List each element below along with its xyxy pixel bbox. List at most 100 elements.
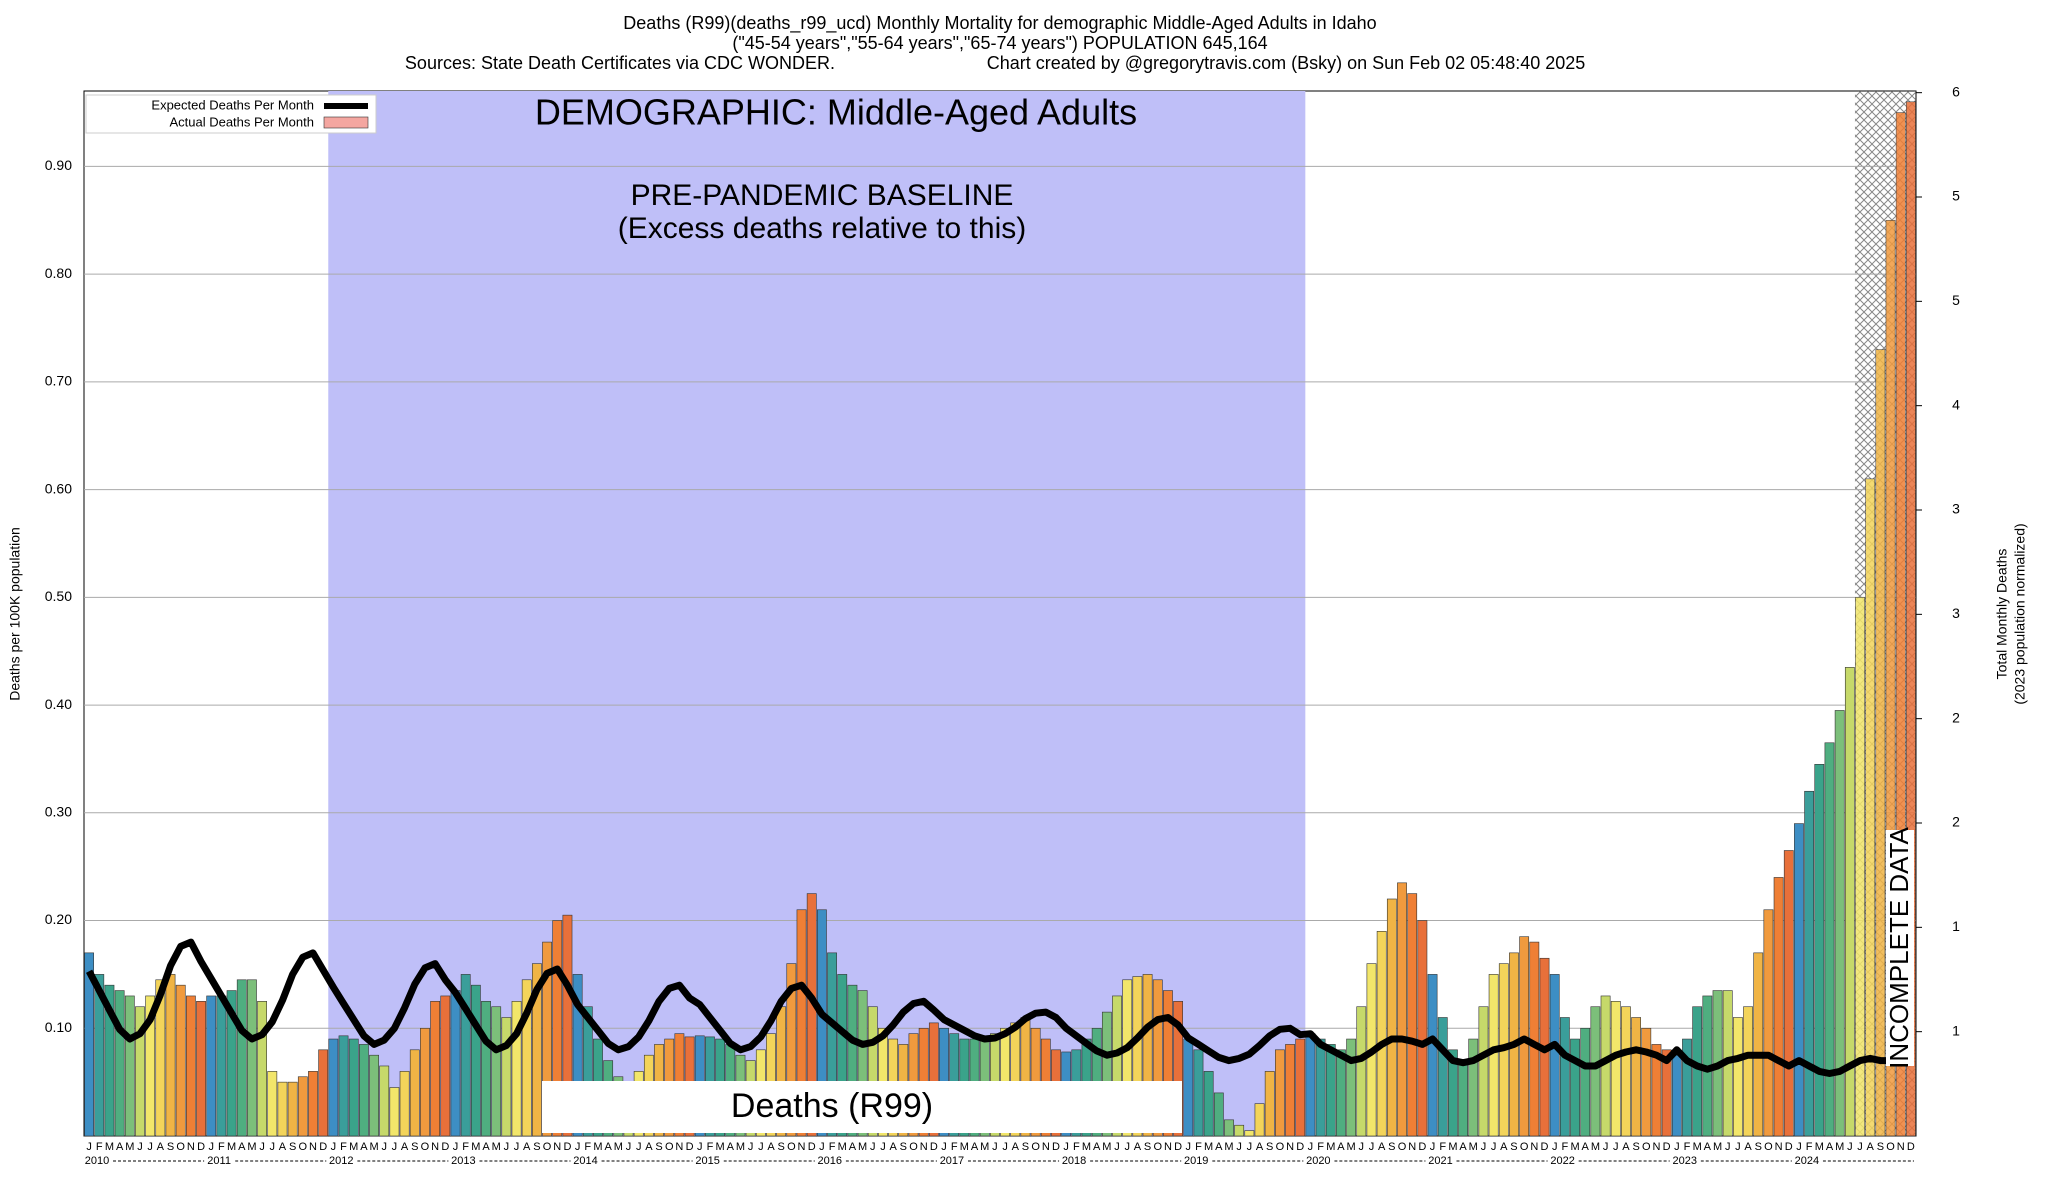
- bar: [369, 1054, 379, 1137]
- x-tick-label: N: [920, 1141, 928, 1153]
- bar: [185, 995, 196, 1137]
- x-tick-label: J: [1674, 1141, 1680, 1153]
- x-tick-label: F: [829, 1141, 836, 1153]
- x-tick-label: J: [758, 1141, 764, 1153]
- annotation: DEMOGRAPHIC: Middle-Aged Adults: [535, 92, 1137, 133]
- y2-tick-label: 4: [1952, 396, 1960, 412]
- bar: [1906, 101, 1916, 1137]
- x-tick-label: M: [858, 1141, 867, 1153]
- x-tick-label: J: [1063, 1141, 1069, 1153]
- x-tick-label: D: [808, 1141, 816, 1153]
- x-tick-label: F: [462, 1141, 469, 1153]
- y2-tick-label: 3: [1952, 501, 1960, 517]
- x-tick-label: S: [1510, 1141, 1517, 1153]
- year-label: 2015: [695, 1155, 719, 1167]
- x-tick-label: F: [584, 1141, 591, 1153]
- bar: [847, 984, 858, 1137]
- bar: [420, 1027, 430, 1137]
- x-tick-label: F: [1561, 1141, 1568, 1153]
- x-tick-label: A: [1500, 1141, 1508, 1153]
- x-tick-label: J: [870, 1141, 876, 1153]
- x-tick-label: M: [471, 1141, 480, 1153]
- x-tick-label: J: [270, 1141, 276, 1153]
- annotation: (Excess deaths relative to this): [618, 212, 1027, 245]
- bar: [532, 963, 542, 1137]
- x-tick-label: J: [1247, 1141, 1253, 1153]
- x-tick-label: J: [1002, 1141, 1008, 1153]
- bar: [816, 909, 827, 1137]
- x-tick-label: A: [1012, 1141, 1020, 1153]
- year-label: 2010: [85, 1155, 109, 1167]
- bar: [1427, 974, 1438, 1137]
- y-tick-label: 0.70: [45, 373, 72, 389]
- x-tick-label: J: [137, 1141, 143, 1153]
- x-tick-label: A: [1093, 1141, 1101, 1153]
- x-tick-label: J: [748, 1141, 754, 1153]
- bar: [867, 1006, 878, 1137]
- x-tick-label: F: [1684, 1141, 1691, 1153]
- y2-axis-label: Total Monthly Deaths: [1994, 549, 2010, 680]
- year-bg: [693, 1154, 724, 1168]
- bar: [1580, 1027, 1591, 1137]
- y2-tick-label: 5: [1952, 188, 1960, 204]
- x-tick-label: A: [482, 1141, 490, 1153]
- x-tick-label: M: [1570, 1141, 1579, 1153]
- x-tick-label: S: [411, 1141, 418, 1153]
- bar: [1671, 1054, 1682, 1137]
- x-tick-label: S: [1144, 1141, 1151, 1153]
- y2-tick-label: 5: [1952, 292, 1960, 308]
- x-tick-label: J: [1847, 1141, 1853, 1153]
- y-tick-label: 0.80: [45, 265, 72, 281]
- x-tick-label: F: [1439, 1141, 1446, 1153]
- x-tick-label: M: [1469, 1141, 1478, 1153]
- bar: [1285, 1044, 1295, 1137]
- bar: [338, 1035, 349, 1137]
- bar: [379, 1065, 390, 1137]
- x-tick-label: D: [686, 1141, 694, 1153]
- x-tick-label: J: [514, 1141, 520, 1153]
- bar: [1376, 931, 1387, 1137]
- bar: [1794, 823, 1804, 1137]
- bar: [318, 1049, 329, 1137]
- x-tick-label: O: [665, 1141, 674, 1153]
- x-tick-label: M: [1591, 1141, 1600, 1153]
- bar: [297, 1076, 308, 1137]
- x-tick-label: J: [1186, 1141, 1192, 1153]
- x-tick-label: O: [909, 1141, 918, 1153]
- x-tick-label: J: [1308, 1141, 1314, 1153]
- x-tick-label: O: [299, 1141, 308, 1153]
- x-tick-label: F: [951, 1141, 958, 1153]
- x-tick-label: N: [1652, 1141, 1660, 1153]
- x-tick-label: D: [441, 1141, 449, 1153]
- bar: [226, 990, 237, 1137]
- x-tick-label: A: [1867, 1141, 1875, 1153]
- y-tick-label: 0.50: [45, 588, 72, 604]
- bar: [267, 1071, 278, 1137]
- x-tick-label: M: [125, 1141, 134, 1153]
- x-tick-label: M: [838, 1141, 847, 1153]
- x-tick-label: J: [259, 1141, 265, 1153]
- sources: Sources: State Death Certificates via CD…: [405, 53, 835, 73]
- x-tick-label: J: [1613, 1141, 1619, 1153]
- annotation-box: [542, 1081, 1182, 1133]
- x-tick-label: M: [736, 1141, 745, 1153]
- bar: [94, 974, 105, 1137]
- y2-tick-label: 2: [1952, 814, 1960, 830]
- bar: [1682, 1038, 1692, 1137]
- x-tick-label: J: [504, 1141, 510, 1153]
- x-tick-label: J: [575, 1141, 581, 1153]
- x-tick-label: A: [645, 1141, 653, 1153]
- x-tick-label: A: [523, 1141, 531, 1153]
- bar: [1112, 995, 1122, 1137]
- year-bg: [937, 1154, 968, 1168]
- x-tick-label: O: [543, 1141, 552, 1153]
- bar: [145, 995, 156, 1137]
- x-tick-label: J: [392, 1141, 398, 1153]
- y-tick-label: 0.60: [45, 480, 72, 496]
- bar: [124, 995, 135, 1137]
- x-tick-label: D: [1541, 1141, 1549, 1153]
- bar: [1315, 1038, 1326, 1137]
- x-tick-label: J: [819, 1141, 825, 1153]
- x-tick-label: J: [1369, 1141, 1375, 1153]
